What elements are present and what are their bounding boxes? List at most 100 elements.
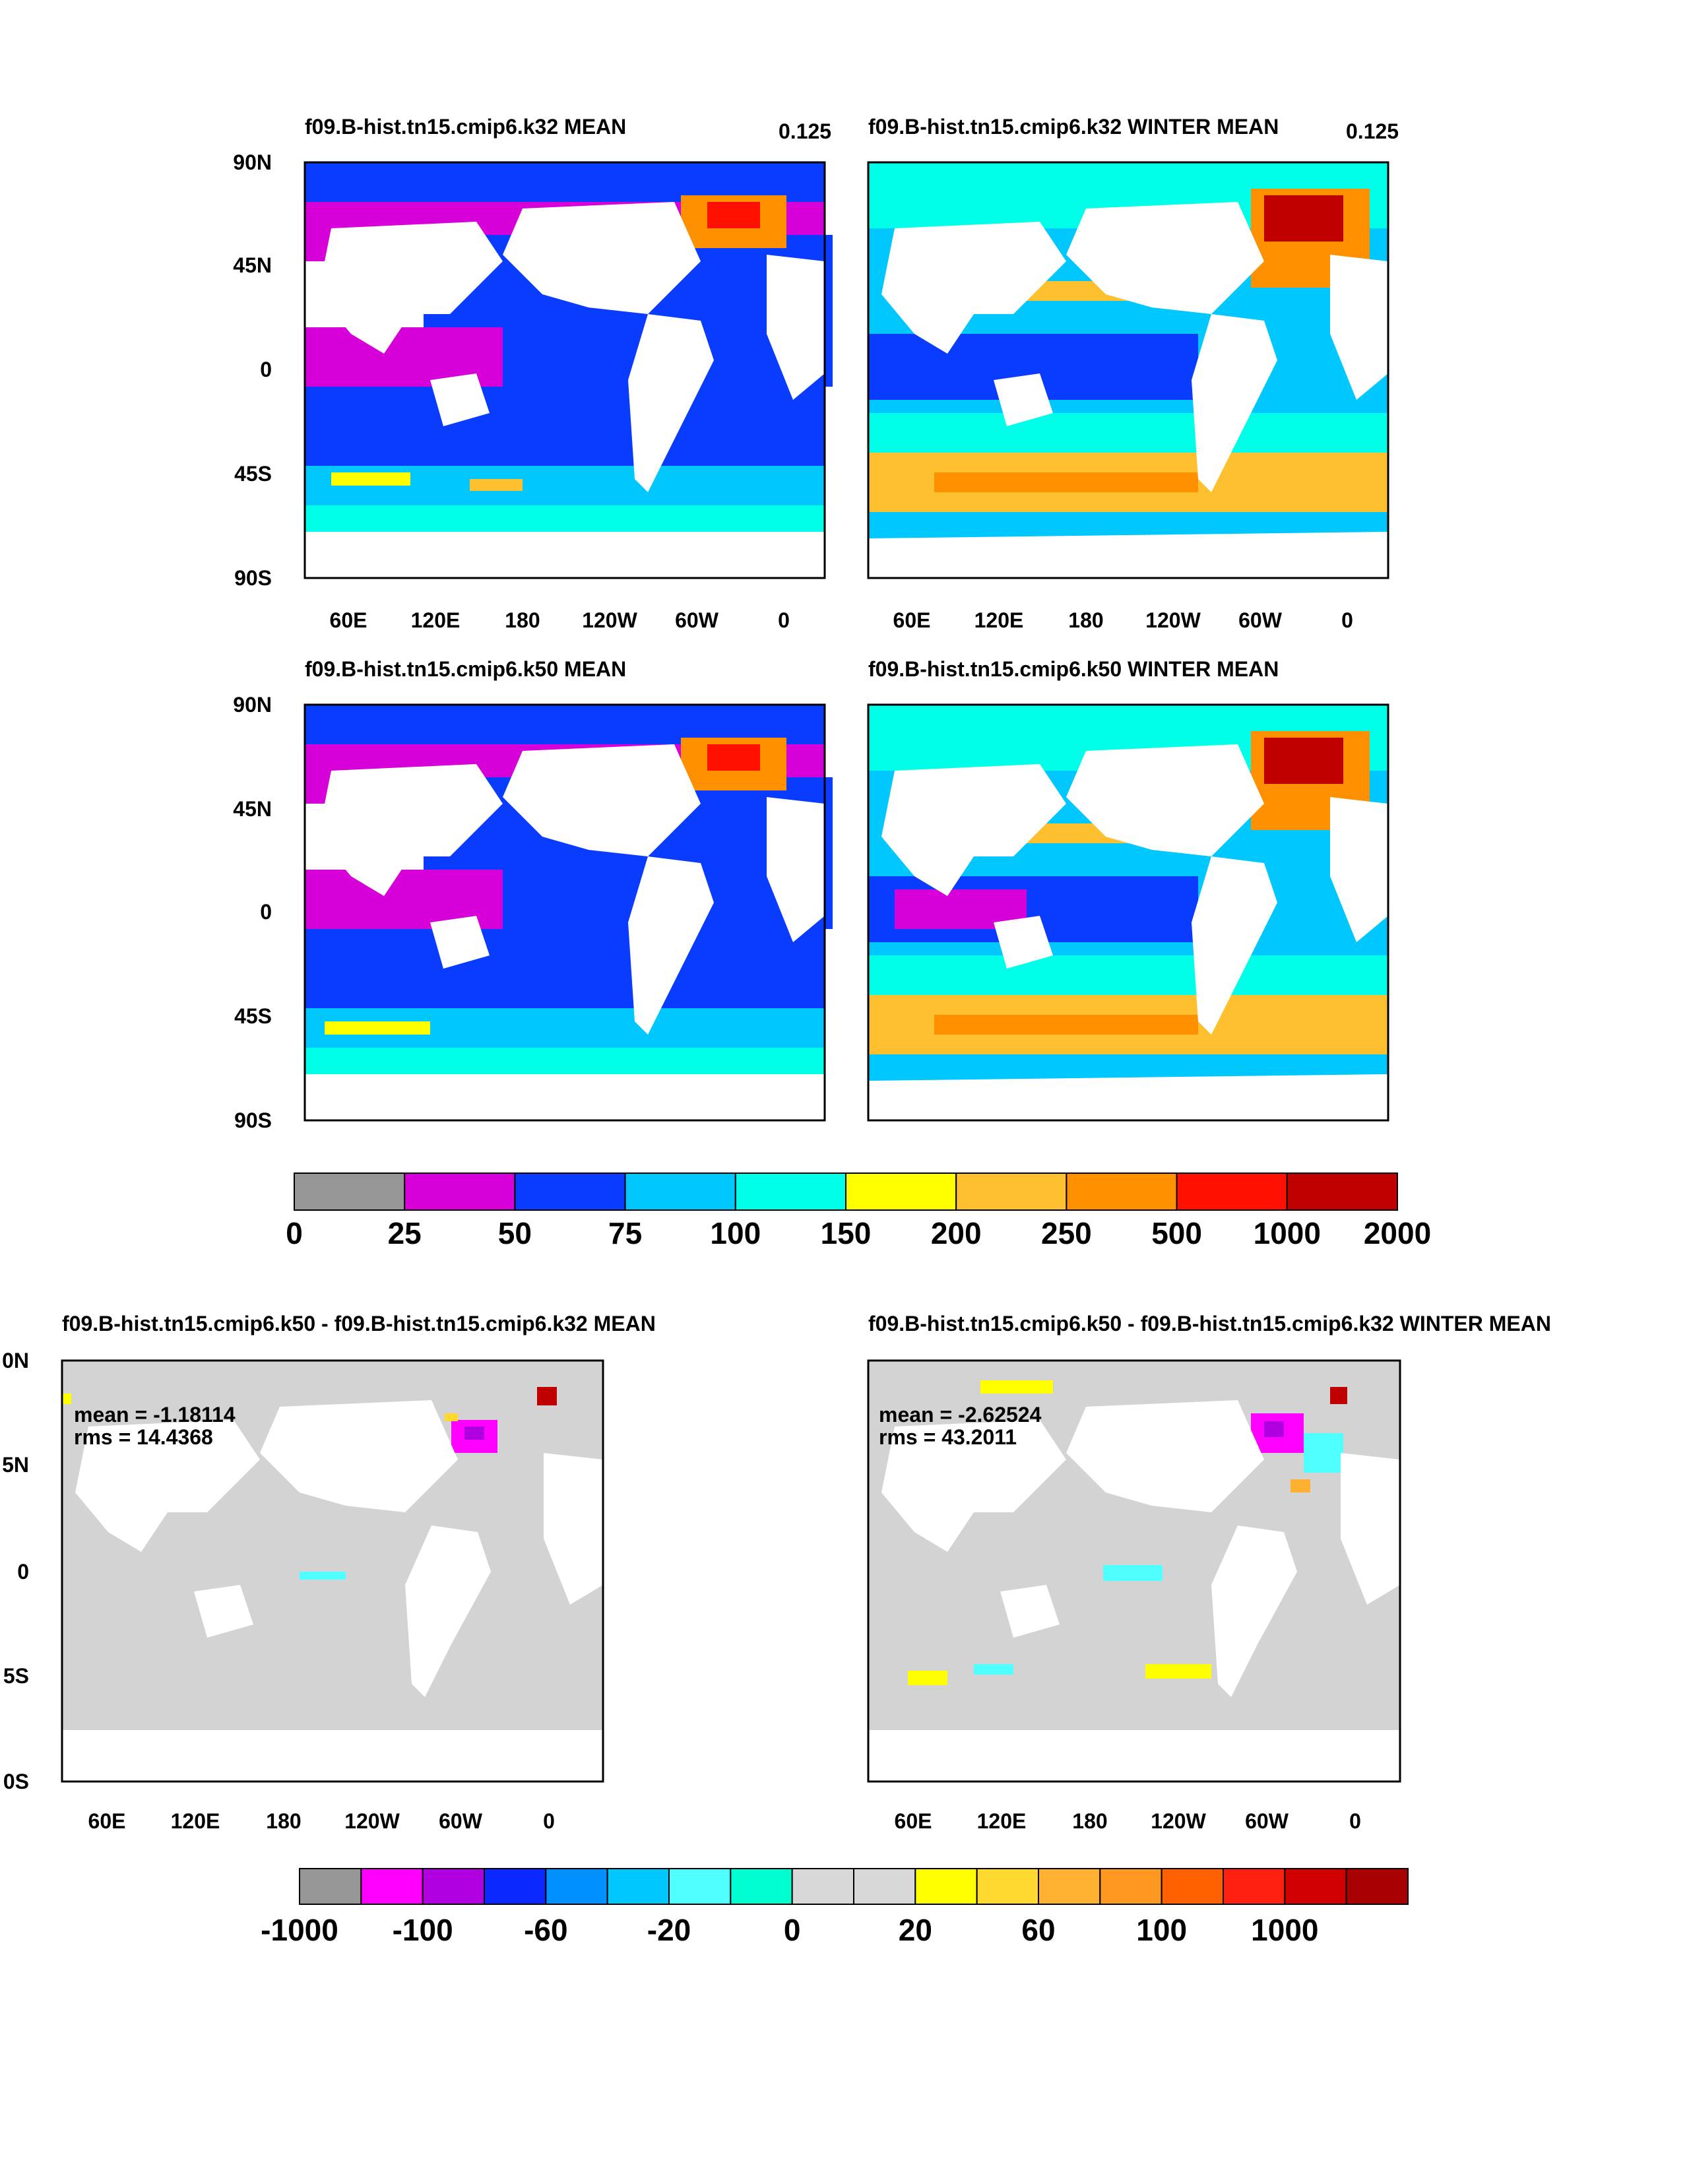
colorbar-box (514, 1172, 626, 1211)
panel-title: f09.B-hist.tn15.cmip6.k32 WINTER MEAN (868, 115, 1279, 139)
colorbar-label: 1000 (1253, 1216, 1321, 1250)
x-tick-label: 180 (1072, 1809, 1108, 1833)
y-tick-label: 45S (234, 1004, 272, 1028)
map-panel-diff-mean (61, 1359, 604, 1783)
colorbar-box (730, 1868, 793, 1905)
colorbar-box (976, 1868, 1039, 1905)
colorbar-label: -20 (647, 1913, 691, 1947)
y-tick-label: 5N (2, 1453, 29, 1477)
colorbar-box (299, 1868, 362, 1905)
y-tick-label: 90S (234, 566, 272, 590)
x-tick-label: 0 (1341, 608, 1353, 632)
y-tick-label: 90N (233, 693, 272, 717)
colorbar-box (624, 1172, 736, 1211)
x-tick-label: 60E (329, 608, 367, 632)
ocean-field-map (868, 162, 1388, 538)
continent-mask (62, 1400, 603, 1782)
colorbar-box (422, 1868, 486, 1905)
colorbar-box (1099, 1868, 1163, 1905)
x-tick-label: 180 (1068, 608, 1104, 632)
colorbar-box (1038, 1868, 1101, 1905)
colorbar-label: 100 (710, 1216, 761, 1250)
x-tick-label: 60W (1245, 1809, 1289, 1833)
colorbar-label: 500 (1151, 1216, 1202, 1250)
colorbar-box (955, 1172, 1068, 1211)
colorbar-box (853, 1868, 916, 1905)
y-tick-label: 45N (233, 797, 272, 821)
colorbar-box (1284, 1868, 1347, 1905)
colorbar-bottom (299, 1868, 1409, 1905)
y-tick-label: 5S (3, 1664, 29, 1688)
panel-title: f09.B-hist.tn15.cmip6.k50 - f09.B-hist.t… (868, 1312, 1551, 1335)
x-tick-label: 60W (1238, 608, 1282, 632)
x-tick-label: 0 (1349, 1809, 1361, 1833)
panel-value: 0.125 (779, 119, 832, 143)
colorbar-box (845, 1172, 957, 1211)
x-tick-label: 120W (1151, 1809, 1206, 1833)
x-tick-label: 120W (1145, 608, 1201, 632)
colorbar-label: -100 (392, 1913, 453, 1947)
colorbar-label: 20 (898, 1913, 932, 1947)
x-tick-label: 180 (266, 1809, 302, 1833)
x-tick-label: 120E (976, 1809, 1027, 1833)
colorbar-label: 250 (1041, 1216, 1092, 1250)
x-tick-label: 120W (344, 1809, 400, 1833)
colorbar-label: 200 (930, 1216, 982, 1250)
colorbar-top (294, 1172, 1399, 1211)
continent-mask (305, 744, 825, 1120)
rms-stat: rms = 14.4368 (74, 1425, 213, 1449)
colorbar-box (1286, 1172, 1399, 1211)
colorbar-box (484, 1868, 547, 1905)
colorbar-label: 2000 (1363, 1216, 1432, 1250)
rms-stat: rms = 43.2011 (879, 1425, 1017, 1449)
panel-value: 0.125 (1346, 119, 1399, 143)
colorbar-label: 150 (820, 1216, 872, 1250)
colorbar-label: 75 (608, 1216, 643, 1250)
colorbar-box (1223, 1868, 1286, 1905)
colorbar-box (545, 1868, 608, 1905)
colorbar-box (668, 1868, 732, 1905)
colorbar-label: 100 (1136, 1913, 1188, 1947)
colorbar-label: 60 (1021, 1913, 1056, 1947)
x-tick-label: 0 (543, 1809, 555, 1833)
mean-stat: mean = -1.18114 (74, 1403, 236, 1427)
y-tick-label: 90N (233, 150, 272, 174)
colorbar-box (606, 1868, 670, 1905)
panel-title: f09.B-hist.tn15.cmip6.k50 MEAN (305, 657, 627, 681)
map-panel-k32-mean (303, 161, 833, 579)
x-tick-label: 120W (582, 608, 637, 632)
map-panel-k50-mean (303, 703, 833, 1122)
continent-mask (868, 202, 1388, 578)
colorbar-box (914, 1868, 978, 1905)
y-tick-label: 0 (260, 358, 272, 381)
y-tick-label: 0N (2, 1349, 29, 1372)
colorbar-label: -1000 (261, 1913, 338, 1947)
map-panel-diff-winter-mean (867, 1359, 1401, 1783)
y-tick-label: 45S (234, 462, 272, 486)
colorbar-box (791, 1868, 855, 1905)
x-tick-label: 120E (410, 608, 461, 632)
y-tick-label: 0S (3, 1770, 29, 1793)
panel-title: f09.B-hist.tn15.cmip6.k50 - f09.B-hist.t… (62, 1312, 656, 1335)
colorbar-label: 50 (497, 1216, 532, 1250)
x-tick-label: 60W (675, 608, 718, 632)
x-tick-label: 60W (439, 1809, 482, 1833)
continent-mask (868, 1400, 1400, 1782)
mean-stat: mean = -2.62524 (879, 1403, 1042, 1427)
map-panel-k50-winter-mean (867, 703, 1389, 1122)
colorbar-box (1345, 1868, 1409, 1905)
colorbar-box (404, 1172, 516, 1211)
colorbar-box (734, 1172, 846, 1211)
y-tick-label: 0 (260, 900, 272, 924)
colorbar-box (1161, 1868, 1224, 1905)
x-tick-label: 0 (778, 608, 790, 632)
x-tick-label: 120E (974, 608, 1024, 632)
continent-mask (868, 744, 1388, 1120)
colorbar-label: 25 (387, 1216, 422, 1250)
panel-title: f09.B-hist.tn15.cmip6.k50 WINTER MEAN (868, 657, 1279, 681)
colorbar-label: 0 (783, 1913, 801, 1947)
colorbar-box (294, 1172, 406, 1211)
y-tick-label: 0 (17, 1560, 29, 1584)
y-tick-label: 90S (234, 1108, 272, 1132)
x-tick-label: 60E (88, 1809, 126, 1833)
